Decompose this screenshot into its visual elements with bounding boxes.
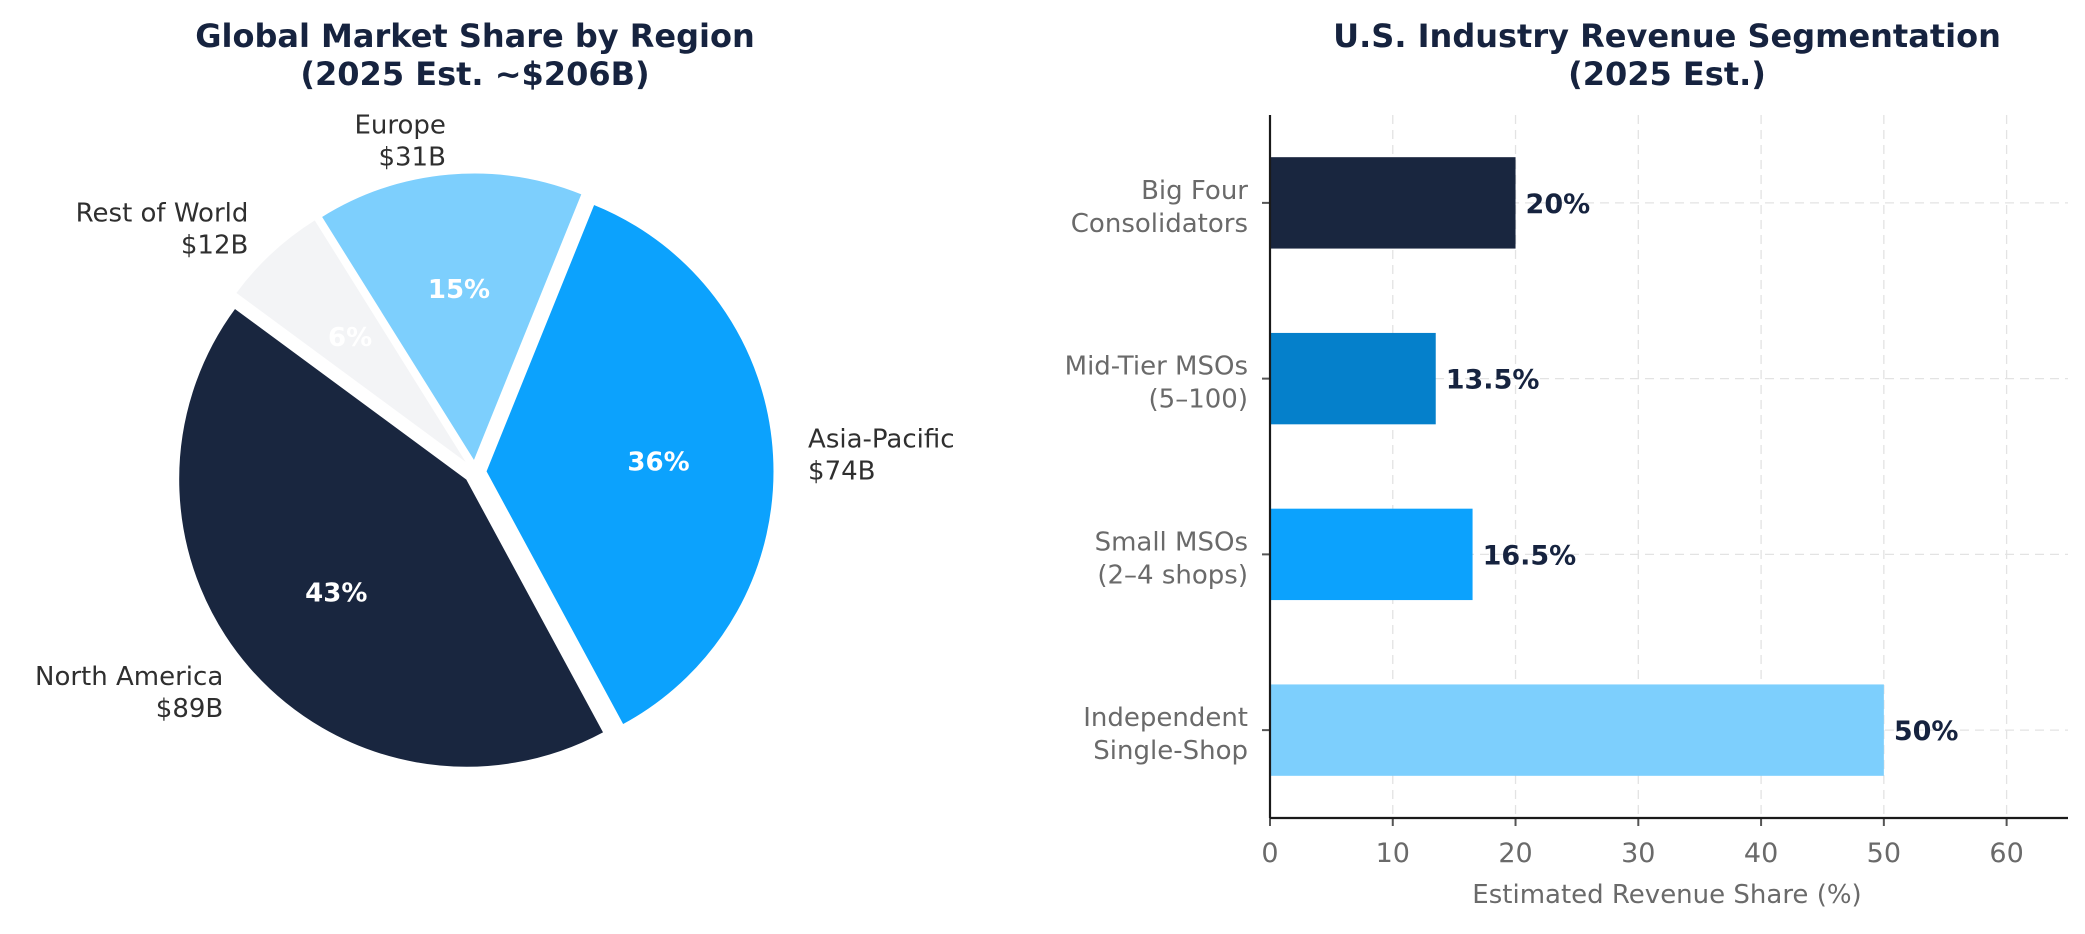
- pie-outer-label-rest-of-world: Rest of World$12B: [76, 198, 249, 260]
- x-tick-label: 0: [1261, 838, 1278, 869]
- pie-outer-label-north-america: North America$89B: [35, 662, 223, 724]
- pie-slice-value-north-america: $89B: [156, 694, 223, 724]
- pie-percent-label-europe: 15%: [428, 275, 490, 305]
- pie-slice-name-rest-of-world: Rest of World: [76, 198, 249, 228]
- pie-slice-name-north-america: North America: [35, 662, 223, 692]
- bar-value-label-mid-tier-msos-5-100: 13.5%: [1446, 365, 1540, 396]
- x-tick-label: 30: [1621, 838, 1655, 869]
- pie-slice-rest-of-world: [235, 219, 468, 465]
- y-category-label-independent-single-shop: Independent Single-Shop: [1083, 703, 1248, 766]
- pie-slice-value-asia-pacific: $74B: [808, 456, 875, 486]
- bar-value-label-independent-single-shop: 50%: [1894, 716, 1959, 747]
- pie-outer-label-asia-pacific: Asia-Pacific$74B: [808, 424, 955, 486]
- x-axis-label: Estimated Revenue Share (%): [1472, 880, 1861, 910]
- pie-slice-north-america: [178, 307, 605, 768]
- bar-axes: 0 10 20 30 40 50 60 Big Four Consolidators Mid-Ti…: [1065, 115, 2068, 869]
- pie-percent-label-rest-of-world: 6%: [328, 323, 372, 353]
- pie-labels: 15% Europe$31B 6% Rest of World$12B 43% North…: [35, 111, 955, 724]
- pie-slice-value-europe: $31B: [378, 143, 445, 173]
- bar-value-label-big-four-consolidators: 20%: [1526, 189, 1591, 220]
- y-category-label-mid-tier-msos-5-100: Mid-Tier MSOs (5–100): [1065, 352, 1248, 415]
- pie-chart-title: Global Market Share by Region (2025 Est. …: [195, 17, 755, 93]
- bar-chart-title: U.S. Industry Revenue Segmentation (2025 …: [1333, 17, 2001, 93]
- pie-slice-name-europe: Europe: [354, 111, 445, 141]
- pie-chart: Global Market Share by Region (2025 Est. …: [35, 17, 955, 768]
- bar-series: 20% 13.5% 16.5% 50%: [1270, 157, 1958, 776]
- pie-slice-europe: [320, 172, 583, 463]
- pie-percent-label-asia-pacific: 36%: [627, 448, 689, 478]
- pie-outer-label-europe: Europe$31B: [354, 111, 445, 173]
- x-tick-label: 50: [1867, 838, 1901, 869]
- bar-small-msos-2-4-shops: [1270, 508, 1473, 601]
- pie-percent-label-north-america: 43%: [305, 579, 367, 609]
- x-tick-label: 40: [1744, 838, 1778, 869]
- x-tick-label: 10: [1376, 838, 1410, 869]
- bar-mid-tier-msos-5-100: [1270, 332, 1436, 425]
- y-category-label-big-four-consolidators: Big Four Consolidators: [1071, 176, 1249, 239]
- bar-chart: U.S. Industry Revenue Segmentation (2025 …: [1065, 17, 2068, 910]
- bar-independent-single-shop: [1270, 684, 1884, 776]
- pie-slices: [178, 172, 775, 768]
- x-tick-label: 20: [1498, 838, 1532, 869]
- bar-big-four-consolidators: [1270, 157, 1516, 249]
- pie-slice-asia-pacific: [485, 203, 775, 726]
- x-tick-label: 60: [1989, 838, 2023, 869]
- y-category-label-small-msos-2-4-shops: Small MSOs (2–4 shops): [1095, 527, 1248, 590]
- pie-slice-value-rest-of-world: $12B: [181, 230, 248, 260]
- pie-slice-name-asia-pacific: Asia-Pacific: [808, 424, 955, 454]
- bar-value-label-small-msos-2-4-shops: 16.5%: [1483, 540, 1577, 571]
